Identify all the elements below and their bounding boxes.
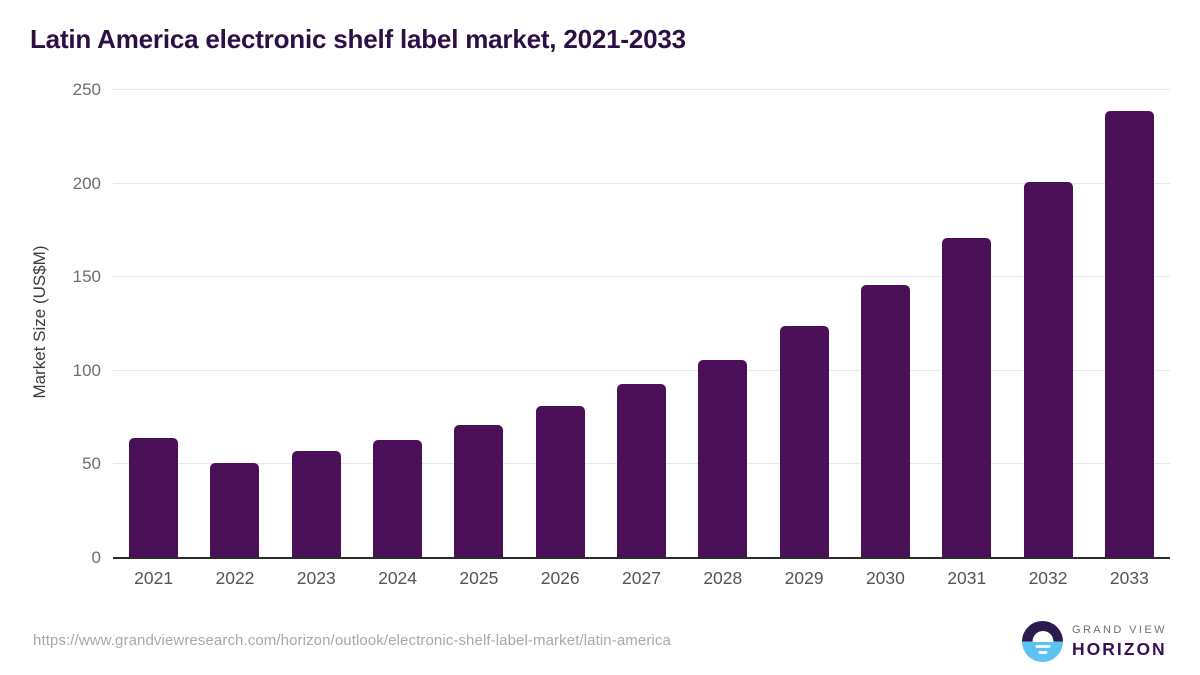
bar-2021 bbox=[129, 438, 179, 558]
gridline-250 bbox=[113, 89, 1170, 90]
y-tick-50: 50 bbox=[82, 454, 101, 474]
y-tick-250: 250 bbox=[72, 80, 101, 99]
y-tick-100: 100 bbox=[72, 360, 101, 380]
sun-dome-shape bbox=[1032, 631, 1053, 642]
bar-2025 bbox=[454, 425, 504, 558]
x-tick-2030: 2030 bbox=[865, 568, 905, 588]
x-tick-2023: 2023 bbox=[296, 568, 336, 588]
x-tick-2025: 2025 bbox=[459, 568, 499, 588]
bar-2022 bbox=[210, 462, 260, 558]
sun-reflection-line bbox=[1035, 645, 1050, 648]
x-axis-line bbox=[113, 557, 1170, 559]
gridline-200 bbox=[113, 182, 1170, 184]
bar-2031 bbox=[942, 237, 992, 558]
x-tick-2022: 2022 bbox=[215, 568, 255, 588]
bar-2024 bbox=[373, 440, 423, 558]
bar-2032 bbox=[1023, 181, 1073, 558]
plot-area bbox=[113, 89, 1170, 559]
x-tick-2026: 2026 bbox=[540, 568, 580, 588]
horizon-sun-icon bbox=[1022, 621, 1063, 662]
logo-horizon-label: HORIZON bbox=[1072, 639, 1167, 659]
x-tick-2032: 2032 bbox=[1028, 568, 1068, 588]
x-tick-2029: 2029 bbox=[784, 568, 824, 588]
x-tick-2021: 2021 bbox=[134, 568, 174, 588]
grand-view-horizon-logo: GRAND VIEW HORIZON bbox=[1022, 621, 1167, 662]
bar-2023 bbox=[291, 451, 341, 558]
x-tick-2033: 2033 bbox=[1109, 568, 1149, 588]
chart-title: Latin America electronic shelf label mar… bbox=[30, 24, 686, 54]
y-tick-0: 0 bbox=[91, 548, 101, 567]
y-tick-150: 150 bbox=[72, 267, 101, 287]
gridline-150 bbox=[113, 276, 1170, 278]
gridline-100 bbox=[113, 369, 1170, 371]
logo-text: GRAND VIEW HORIZON bbox=[1072, 624, 1167, 659]
x-tick-2028: 2028 bbox=[703, 568, 743, 588]
bar-2030 bbox=[860, 284, 910, 558]
bar-2029 bbox=[779, 325, 829, 558]
bar-2028 bbox=[698, 359, 748, 558]
x-tick-2031: 2031 bbox=[947, 568, 987, 588]
y-tick-200: 200 bbox=[72, 173, 101, 193]
bar-2033 bbox=[1104, 110, 1154, 558]
x-tick-2024: 2024 bbox=[378, 568, 418, 588]
sun-reflection-line bbox=[1038, 651, 1047, 654]
bar-2026 bbox=[535, 406, 585, 558]
source-url: https://www.grandviewresearch.com/horizo… bbox=[33, 632, 671, 649]
bar-2027 bbox=[617, 383, 666, 558]
logo-grand-view-label: GRAND VIEW bbox=[1072, 624, 1167, 636]
x-tick-2027: 2027 bbox=[622, 568, 661, 588]
